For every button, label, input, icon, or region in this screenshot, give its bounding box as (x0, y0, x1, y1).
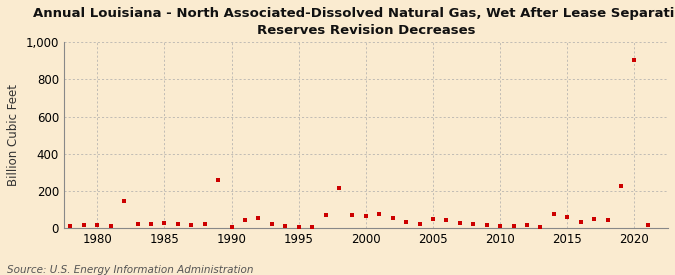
Point (374, 212, 385, 216)
Point (495, 224, 506, 228)
Point (280, 224, 291, 229)
Point (132, 221, 143, 226)
Point (629, 58, 640, 62)
Point (294, 225, 304, 229)
Point (92, 223, 103, 227)
Point (306, 224, 317, 229)
Point (213, 178, 223, 182)
Point (253, 216, 264, 220)
Point (105, 224, 116, 228)
Point (414, 221, 425, 226)
Point (575, 219, 586, 224)
Point (522, 223, 533, 228)
Point (78, 223, 89, 228)
Point (146, 222, 157, 226)
Point (589, 217, 599, 221)
Point (173, 222, 184, 227)
Point (481, 223, 492, 227)
Point (186, 223, 196, 227)
Text: Source: U.S. Energy Information Administration: Source: U.S. Energy Information Administ… (7, 265, 253, 275)
Point (401, 219, 412, 224)
Point (549, 212, 560, 216)
Point (441, 218, 452, 222)
Point (616, 184, 626, 189)
Point (602, 218, 613, 222)
Point (347, 213, 358, 217)
Point (387, 216, 398, 220)
Point (562, 215, 572, 219)
Point (333, 186, 344, 190)
Point (360, 214, 371, 218)
Title: Annual Louisiana - North Associated-Dissolved Natural Gas, Wet After Lease Separ: Annual Louisiana - North Associated-Diss… (33, 7, 675, 37)
Point (65, 224, 76, 229)
Y-axis label: Billion Cubic Feet: Billion Cubic Feet (7, 84, 20, 186)
Point (119, 199, 130, 203)
Point (508, 224, 519, 229)
Point (535, 224, 546, 229)
Point (468, 222, 479, 227)
Point (428, 217, 439, 221)
Point (226, 224, 237, 229)
Point (454, 221, 465, 225)
Point (267, 222, 277, 227)
Point (320, 213, 331, 217)
Point (643, 223, 653, 228)
Point (159, 221, 170, 225)
Point (199, 221, 210, 226)
Point (240, 218, 250, 222)
